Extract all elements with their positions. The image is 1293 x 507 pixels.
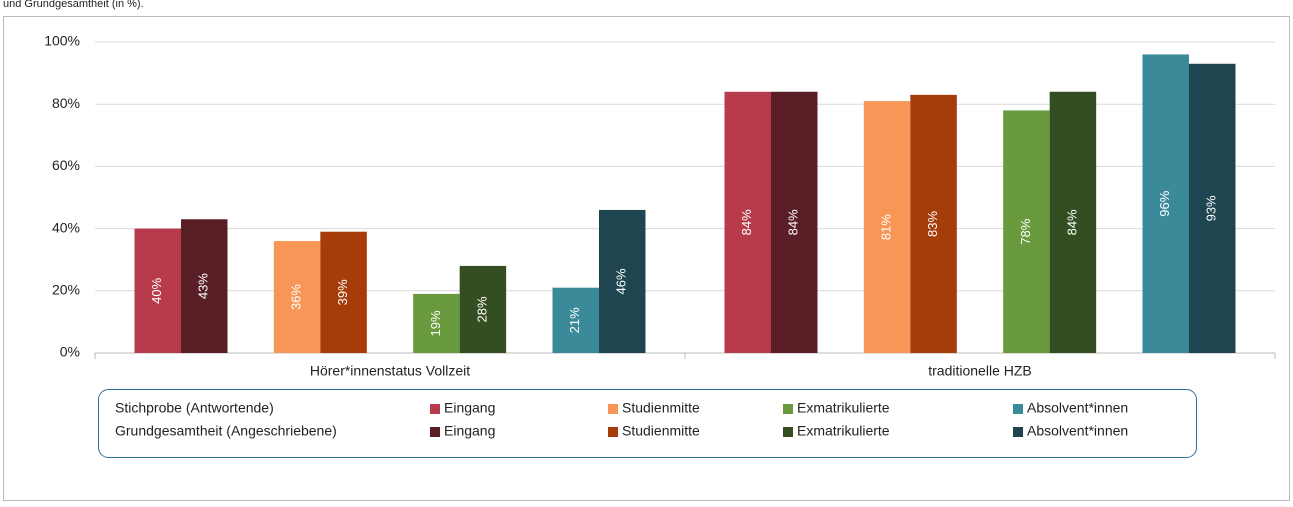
bar — [771, 91, 818, 353]
legend-swatch — [430, 427, 440, 437]
legend-swatch — [430, 404, 440, 414]
value-label: 28% — [474, 296, 489, 322]
value-label: 39% — [335, 279, 350, 305]
value-label: 40% — [149, 277, 164, 303]
legend-label: Studienmitte — [622, 400, 700, 416]
bar — [1142, 54, 1189, 353]
value-label: 78% — [1018, 218, 1033, 244]
legend-label: Studienmitte — [622, 423, 700, 439]
y-tick-label: 60% — [52, 157, 80, 173]
bar — [320, 231, 367, 353]
value-label: 84% — [786, 209, 801, 235]
value-label: 46% — [614, 268, 629, 294]
bar — [599, 209, 646, 353]
bar — [910, 94, 957, 354]
bar — [863, 101, 911, 353]
value-label: 21% — [567, 307, 582, 333]
legend-label: Eingang — [444, 423, 495, 439]
value-label: 84% — [1064, 209, 1079, 235]
legend-swatch — [783, 427, 793, 437]
value-label: 19% — [428, 310, 443, 336]
chart-frame — [3, 16, 1290, 501]
legend-swatch — [1013, 427, 1023, 437]
legend-label: Eingang — [444, 400, 495, 416]
bar — [724, 91, 771, 353]
bar — [181, 219, 228, 353]
x-tick-label: Hörer*innenstatus Vollzeit — [310, 363, 470, 379]
legend-row-label: Grundgesamtheit (Angeschriebene) — [115, 423, 337, 439]
legend-swatch — [608, 404, 618, 414]
y-tick-label: 40% — [52, 219, 80, 235]
legend-label: Exmatrikulierte — [797, 423, 890, 439]
value-label: 93% — [1204, 195, 1219, 221]
legend-swatch — [783, 404, 793, 414]
bar — [273, 241, 321, 353]
legend-swatch — [1013, 404, 1023, 414]
legend-box — [98, 389, 1197, 458]
y-tick-label: 80% — [52, 95, 80, 111]
y-tick-label: 0% — [60, 344, 80, 360]
bar — [413, 293, 460, 353]
bar — [1189, 63, 1236, 354]
value-label: 43% — [196, 273, 211, 299]
y-tick-label: 20% — [52, 282, 80, 298]
y-tick-label: 100% — [44, 33, 80, 49]
legend-row-label: Stichprobe (Antwortende) — [115, 400, 274, 416]
bar — [552, 287, 599, 353]
value-label: 81% — [879, 214, 894, 240]
value-label: 84% — [739, 209, 754, 235]
chart-title: und Grundgesamtheit (in %). — [3, 0, 144, 10]
legend-label: Exmatrikulierte — [797, 400, 890, 416]
bar — [134, 228, 181, 353]
bar — [1049, 91, 1097, 353]
value-label: 96% — [1157, 190, 1172, 216]
x-tick-label: traditionelle HZB — [928, 363, 1032, 379]
bar — [1003, 110, 1050, 353]
legend-label: Absolvent*innen — [1027, 400, 1128, 416]
legend-label: Absolvent*innen — [1027, 423, 1128, 439]
legend-swatch — [608, 427, 618, 437]
value-label: 36% — [289, 284, 304, 310]
value-label: 83% — [925, 210, 940, 236]
bar — [459, 265, 507, 353]
